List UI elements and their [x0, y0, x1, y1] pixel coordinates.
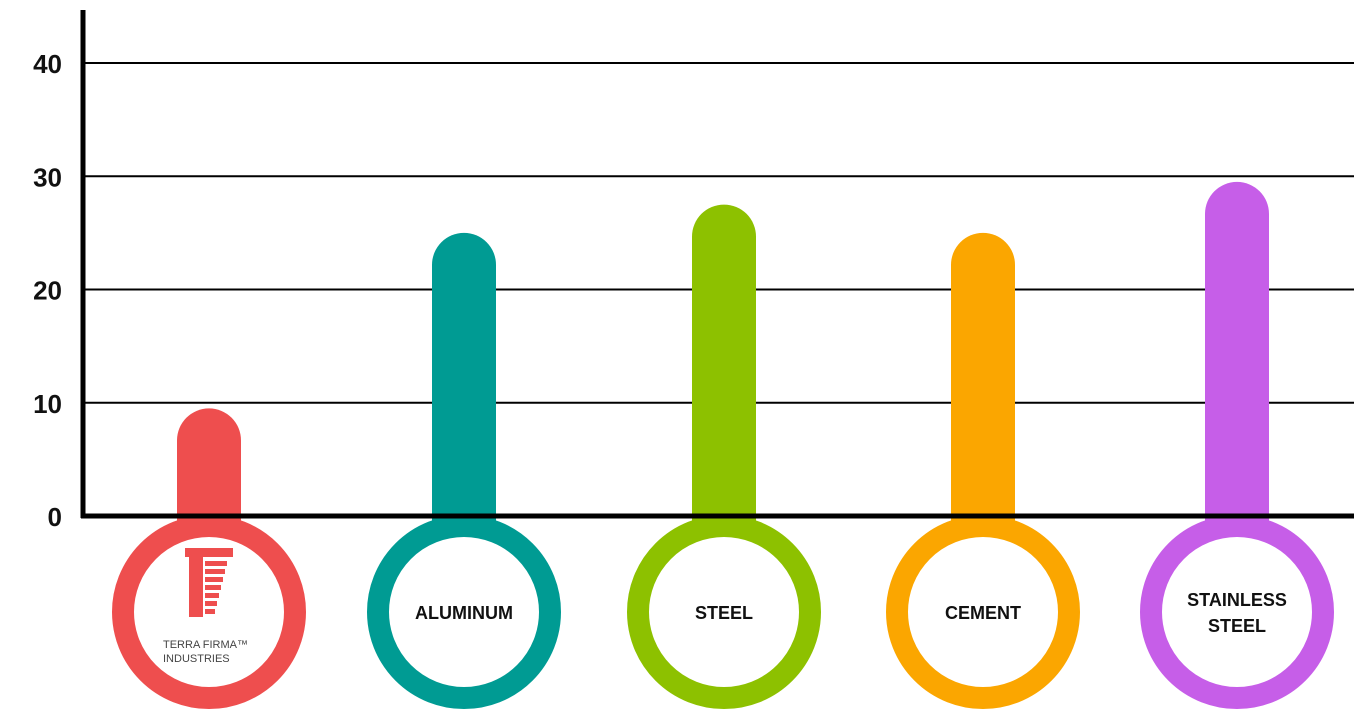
logo-label: INDUSTRIES	[163, 653, 230, 665]
logo-label: TERRA FIRMA™	[163, 639, 248, 651]
y-tick-label: 30	[33, 162, 62, 192]
logo-stem	[189, 557, 203, 617]
y-tick-label: 10	[33, 389, 62, 419]
logo-bar	[185, 548, 233, 557]
category-label: ALUMINUM	[415, 603, 513, 623]
logo-stripe	[205, 585, 221, 590]
logo-stripe	[205, 601, 217, 606]
logo-stripe	[205, 561, 227, 566]
thermometer-stem	[1205, 181, 1269, 536]
thermometer-bulb	[367, 515, 561, 709]
y-tick-label: 20	[33, 276, 62, 306]
thermometer-stem	[177, 408, 241, 536]
category-label: STEEL	[1208, 616, 1266, 636]
thermometer-stem	[951, 232, 1015, 536]
logo-stripe	[205, 609, 215, 614]
y-tick-label: 0	[48, 502, 62, 532]
bars	[112, 181, 1334, 709]
thermometer-stem	[692, 204, 756, 536]
thermometer-bulb	[1140, 515, 1334, 709]
category-label: CEMENT	[945, 603, 1021, 623]
logo-stripe	[205, 569, 225, 574]
terra-firma-logo-icon: TERRA FIRMA™ INDUSTRIES	[163, 548, 248, 665]
thermometer-bulb	[627, 515, 821, 709]
category-label: STEEL	[695, 603, 753, 623]
logo-stripe	[205, 593, 219, 598]
category-label: STAINLESS	[1187, 590, 1287, 610]
thermometer-bulb	[886, 515, 1080, 709]
labels: 0 10 20 30 40 TERRA FIRMA™ INDUSTRIES ALUMINUM S…	[33, 49, 1287, 665]
logo-stripe	[205, 577, 223, 582]
thermometer-stem	[432, 232, 496, 536]
axes	[80, 10, 1354, 519]
y-tick-label: 40	[33, 49, 62, 79]
